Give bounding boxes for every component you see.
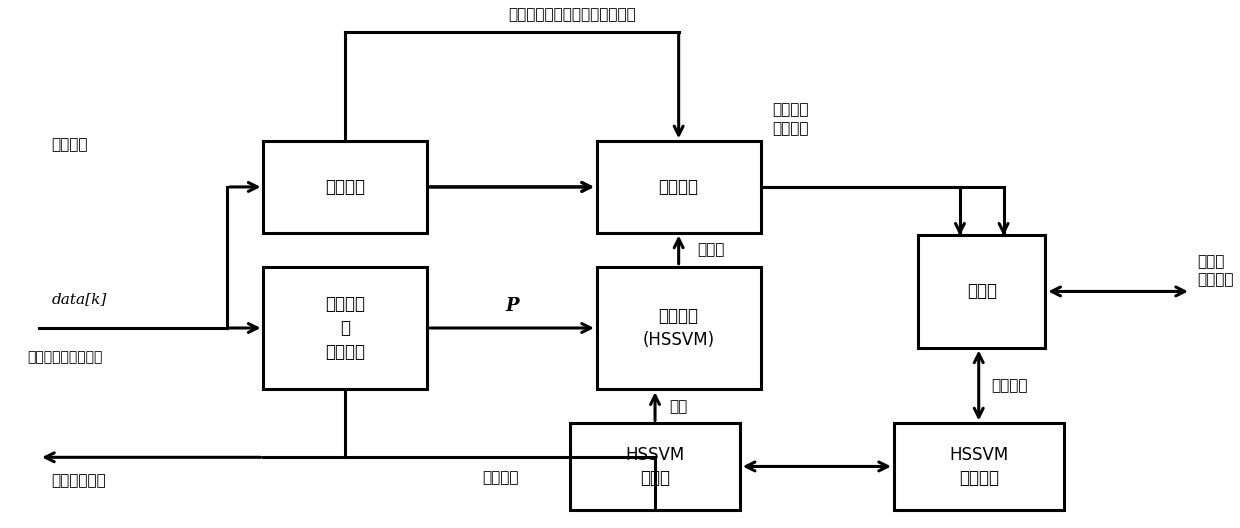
Bar (596, 267, 760, 389)
Text: 数据变换
与
特征提取: 数据变换 与 特征提取 (325, 295, 366, 361)
Text: data[k]: data[k] (51, 293, 107, 306)
Text: 数据选择: 数据选择 (658, 178, 698, 196)
Text: 至云端
精确诊断: 至云端 精确诊断 (1197, 254, 1234, 287)
Text: 原始数据: 原始数据 (51, 138, 88, 153)
Text: P: P (505, 297, 518, 315)
Text: 云端交互: 云端交互 (991, 378, 1028, 393)
Text: 至传感器网络: 至传感器网络 (51, 473, 107, 488)
Bar (263, 267, 427, 389)
Text: 含故障的
特征向量: 含故障的 特征向量 (773, 102, 810, 136)
Text: HSSVM
参数库: HSSVM 参数库 (625, 446, 684, 487)
Text: 云接口: 云接口 (967, 282, 997, 300)
Text: 采样控制: 采样控制 (482, 470, 518, 485)
Text: （来自传感器网络）: （来自传感器网络） (27, 350, 103, 364)
Bar (263, 141, 427, 233)
Text: 有故障: 有故障 (697, 242, 724, 257)
Bar (894, 423, 1064, 510)
Text: HSSVM
学习训练: HSSVM 学习训练 (949, 446, 1008, 487)
Text: 二分类器
(HSSVM): 二分类器 (HSSVM) (642, 307, 714, 349)
Bar (918, 235, 1045, 347)
Bar (570, 423, 740, 510)
Text: 历史原始数据（云端直接调取）: 历史原始数据（云端直接调取） (508, 7, 636, 22)
Text: 数据存储: 数据存储 (325, 178, 366, 196)
Bar (596, 141, 760, 233)
Text: 训练: 训练 (670, 399, 688, 414)
